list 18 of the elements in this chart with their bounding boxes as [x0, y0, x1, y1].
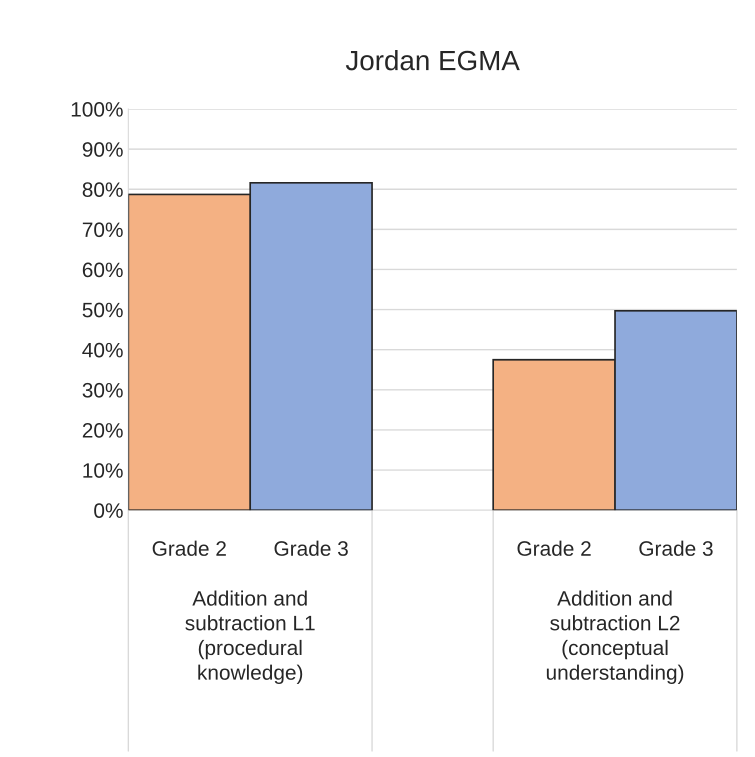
y-tick-label: 50%	[82, 302, 123, 318]
y-tick-label: 100%	[72, 102, 123, 117]
chart-title: Jordan EGMA	[346, 50, 520, 70]
text: Grade 2	[518, 540, 591, 556]
y-tick-label: 0%	[94, 503, 123, 518]
x-tick-label: Addition and subtraction L2 (conceptual understanding)	[546, 590, 684, 684]
y-tick-label: 90%	[82, 142, 123, 157]
y-tick-label: 60%	[82, 262, 123, 278]
y-tick-label: 20%	[82, 422, 123, 438]
y-tick-label: 40%	[82, 342, 123, 358]
series-label: Grade 3	[274, 540, 348, 556]
y-tick-label: 70%	[82, 222, 123, 238]
text: Grade 3	[639, 540, 713, 556]
y-tick-label: 10%	[83, 463, 123, 478]
x-tick-label: Addition and subtraction L1 (procedural knowledge)	[185, 590, 315, 684]
series-label: Grade 2	[152, 540, 226, 556]
y-tick-label: 30%	[82, 382, 123, 398]
y-tick-label: 80%	[82, 182, 123, 198]
